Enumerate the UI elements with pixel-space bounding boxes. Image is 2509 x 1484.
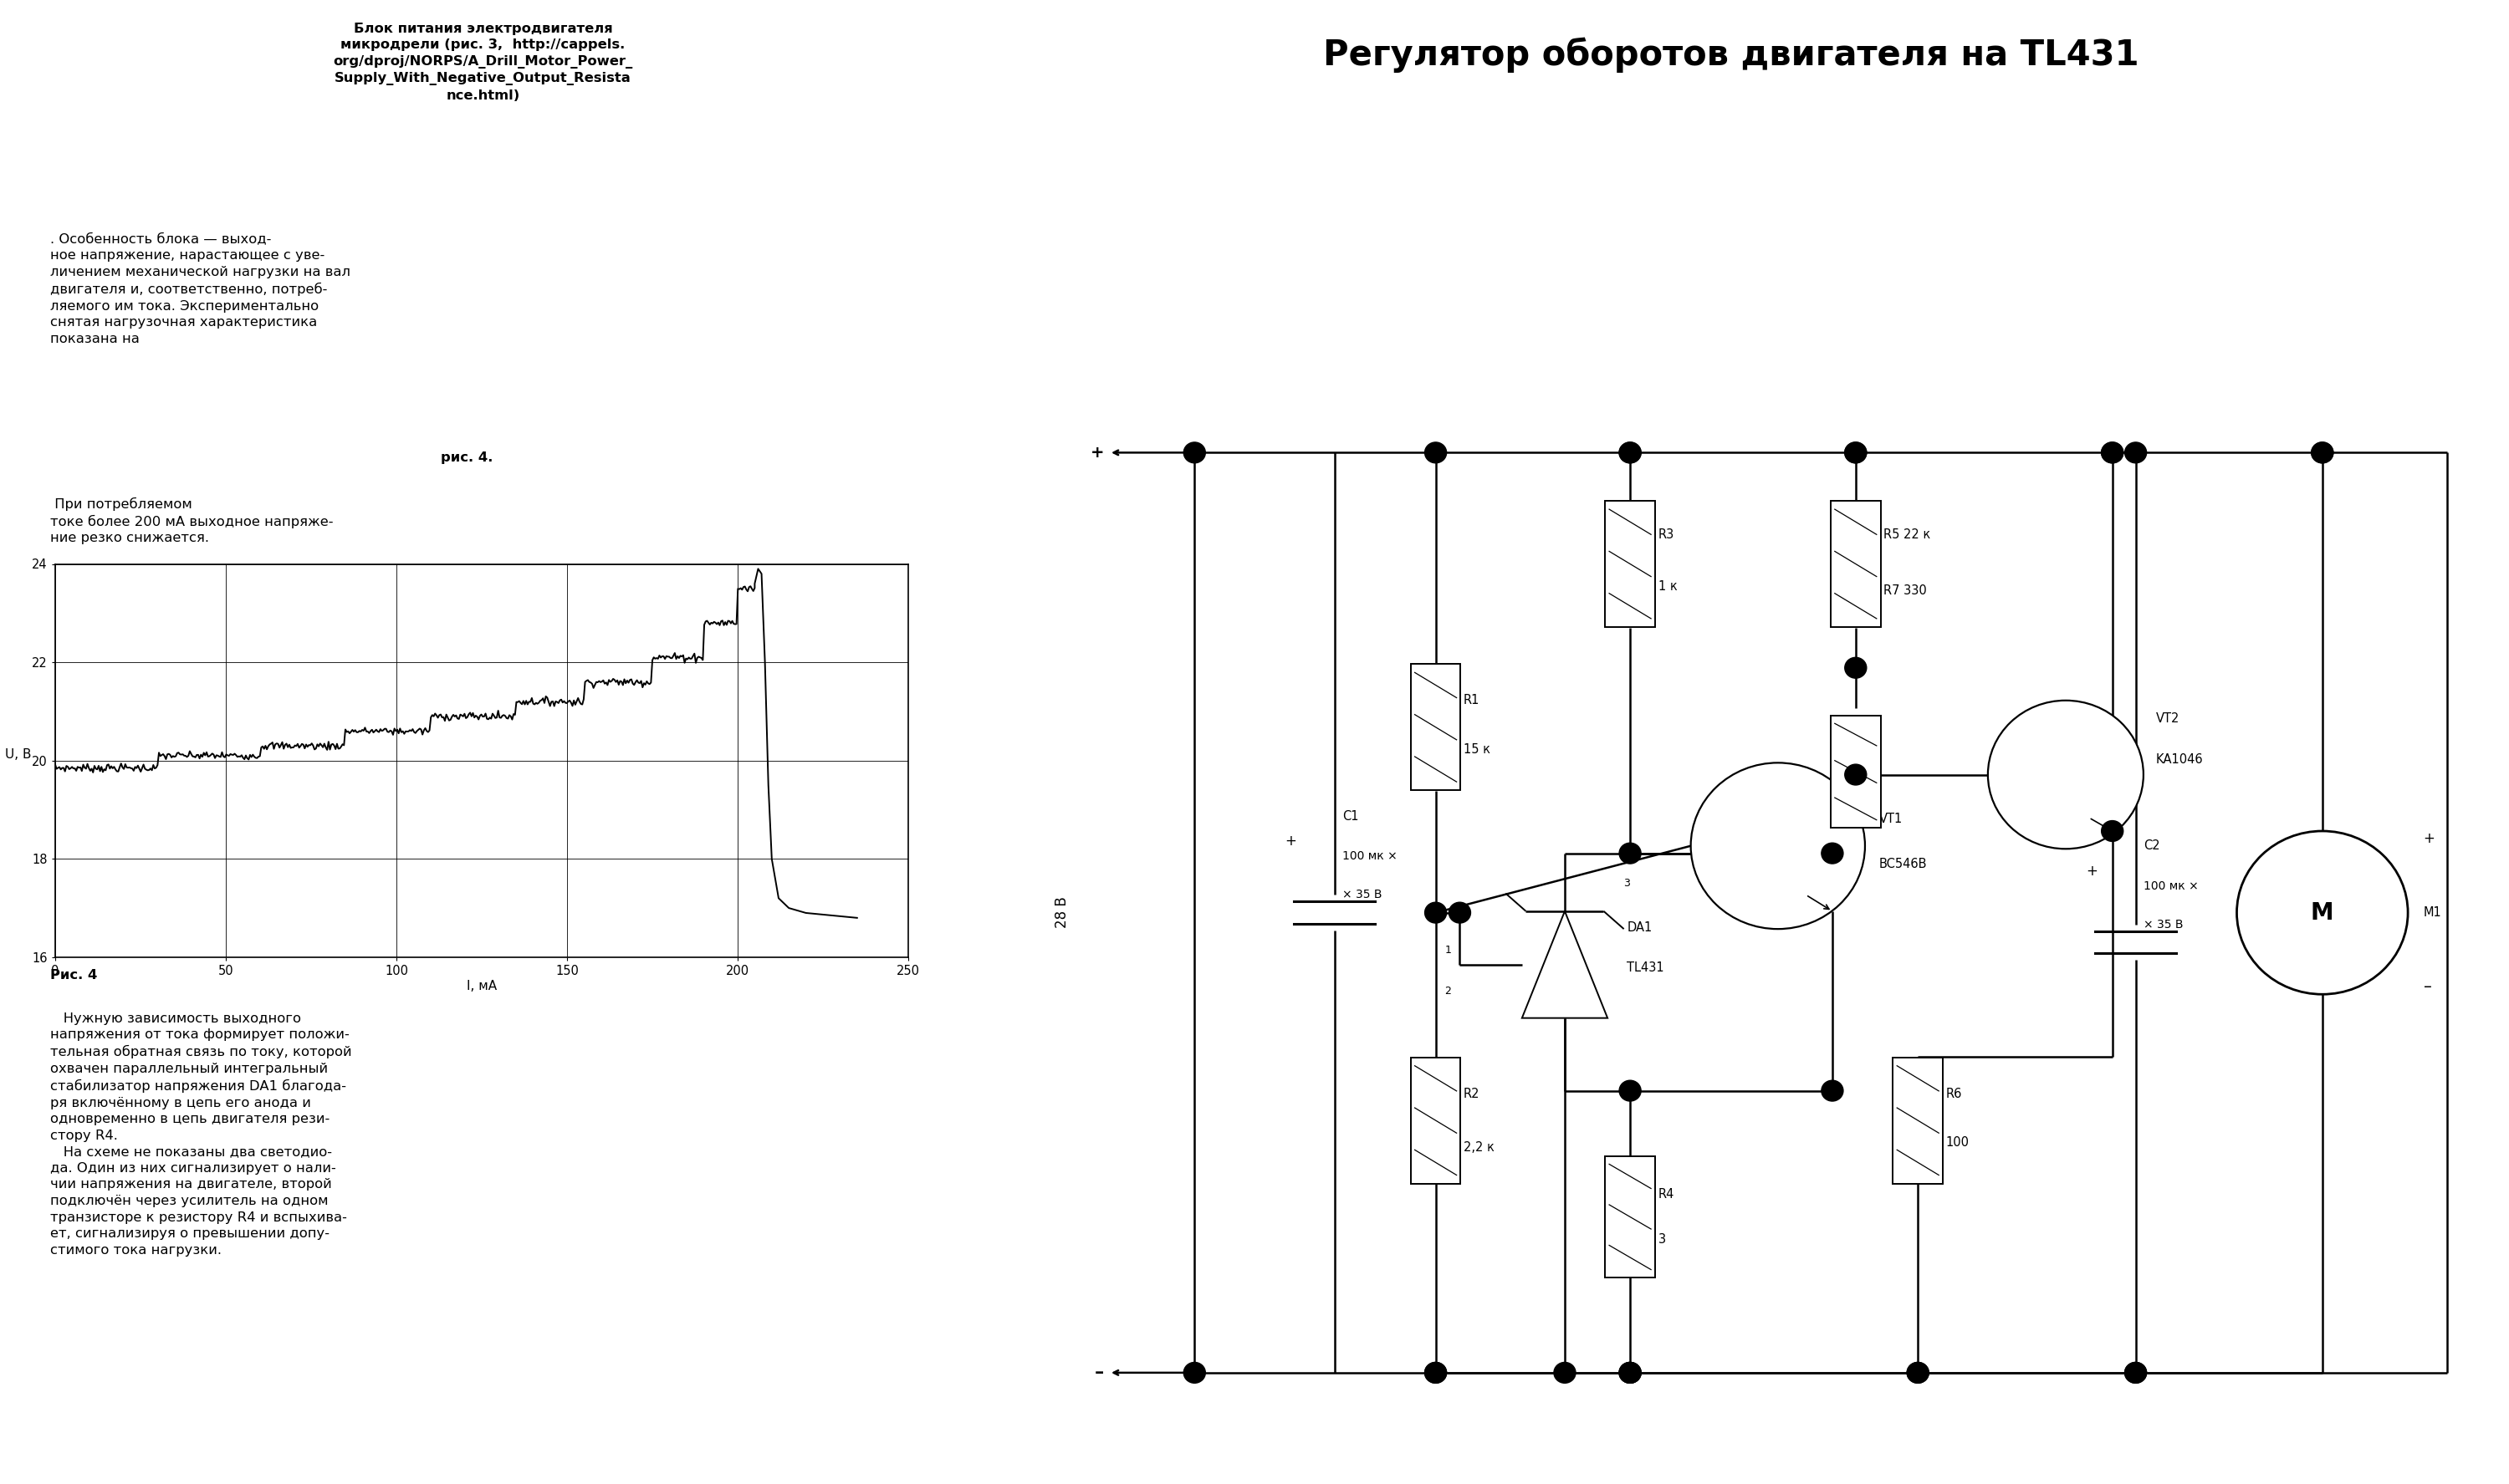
Circle shape [2311,442,2333,463]
Text: 1: 1 [1445,944,1450,956]
Text: × 35 В: × 35 В [2143,919,2183,930]
Circle shape [1448,902,1470,923]
Circle shape [1987,700,2143,849]
Text: BC546B: BC546B [1879,858,1927,870]
Text: +: + [2087,864,2098,879]
Text: Рис. 4: Рис. 4 [50,969,98,981]
Circle shape [1184,442,1204,463]
X-axis label: I, мА: I, мА [467,979,497,993]
Circle shape [1425,1362,1448,1383]
Circle shape [1907,1362,1929,1383]
Circle shape [2125,442,2148,463]
Text: Нужную зависимость выходного
напряжения от тока формирует положи-
тельная обратн: Нужную зависимость выходного напряжения … [50,1012,351,1257]
Text: 1 к: 1 к [1658,580,1676,592]
Text: Блок питания электродвигателя
микродрели (рис. 3,  http://cappels.
org/dproj/NOR: Блок питания электродвигателя микродрели… [334,22,632,102]
Bar [1606,1156,1656,1278]
Text: 3: 3 [1658,1233,1666,1245]
Circle shape [1184,1362,1204,1383]
Text: VT1: VT1 [1879,813,1902,825]
Text: R1: R1 [1463,695,1480,706]
Circle shape [1618,442,1641,463]
Circle shape [1618,843,1641,864]
Text: R7 330: R7 330 [1884,585,1927,597]
Text: KА1046: KА1046 [2155,754,2203,766]
Circle shape [1844,442,1867,463]
Text: . Особенность блока — выход-
ное напряжение, нарастающее с уве-
личением механич: . Особенность блока — выход- ное напряже… [50,233,351,344]
Circle shape [1844,657,1867,678]
Circle shape [1618,1080,1641,1101]
Circle shape [1844,442,1867,463]
Text: 3: 3 [1623,877,1631,889]
Text: R5 22 к: R5 22 к [1884,528,1932,540]
Text: Регулятор оборотов двигателя на TL431: Регулятор оборотов двигателя на TL431 [1322,37,2140,73]
Text: VT2: VT2 [2155,712,2180,724]
Bar [1892,1057,1942,1184]
Text: –: – [2424,979,2431,994]
Circle shape [1691,763,1864,929]
Bar [1832,717,1882,828]
Text: +: + [2424,831,2436,846]
Text: 2,2 к: 2,2 к [1463,1141,1495,1153]
Text: +: + [1285,834,1297,849]
Polygon shape [1523,911,1608,1018]
Circle shape [1425,902,1448,923]
Text: C1: C1 [1342,810,1360,822]
Text: × 35 В: × 35 В [1342,889,1382,901]
Text: –: – [1094,1364,1104,1382]
Text: C2: C2 [2143,840,2160,852]
Text: R2: R2 [1463,1088,1480,1100]
Text: R6: R6 [1947,1088,1962,1100]
Bar [1832,500,1882,626]
Circle shape [1907,1362,1929,1383]
Circle shape [1822,1080,1844,1101]
Circle shape [2125,1362,2148,1383]
Text: 100: 100 [1947,1137,1970,1149]
Text: рис. 4.: рис. 4. [442,451,492,463]
Bar [1606,500,1656,626]
Circle shape [1425,442,1448,463]
Circle shape [2311,442,2333,463]
Circle shape [1553,1362,1576,1383]
Text: R3: R3 [1658,528,1674,540]
Circle shape [2125,1362,2148,1383]
Text: DA1: DA1 [1626,922,1653,933]
Circle shape [1618,1362,1641,1383]
Y-axis label: U, В: U, В [5,748,30,760]
Text: M1: M1 [2424,907,2441,919]
Circle shape [2238,831,2409,994]
Circle shape [1425,1362,1448,1383]
Bar [1410,1057,1460,1184]
Text: R4: R4 [1658,1189,1674,1201]
Text: 100 мк ×: 100 мк × [2143,880,2198,892]
Text: При потребляемом
токе более 200 мА выходное напряже-
ние резко снижается.: При потребляемом токе более 200 мА выход… [50,497,334,545]
Text: 15 к: 15 к [1463,743,1490,755]
Text: 100 мк ×: 100 мк × [1342,850,1398,862]
Circle shape [1618,1362,1641,1383]
Circle shape [1618,442,1641,463]
Circle shape [2103,442,2123,463]
Circle shape [1822,843,1844,864]
Circle shape [2103,821,2123,841]
Circle shape [1618,1362,1641,1383]
Text: 2: 2 [1445,985,1450,997]
Text: TL431: TL431 [1626,962,1663,974]
Text: +: + [1091,445,1104,460]
Circle shape [1844,764,1867,785]
Bar [1410,665,1460,789]
Circle shape [2103,442,2123,463]
Text: 28 В: 28 В [1054,896,1069,929]
Text: M: M [2311,901,2333,925]
